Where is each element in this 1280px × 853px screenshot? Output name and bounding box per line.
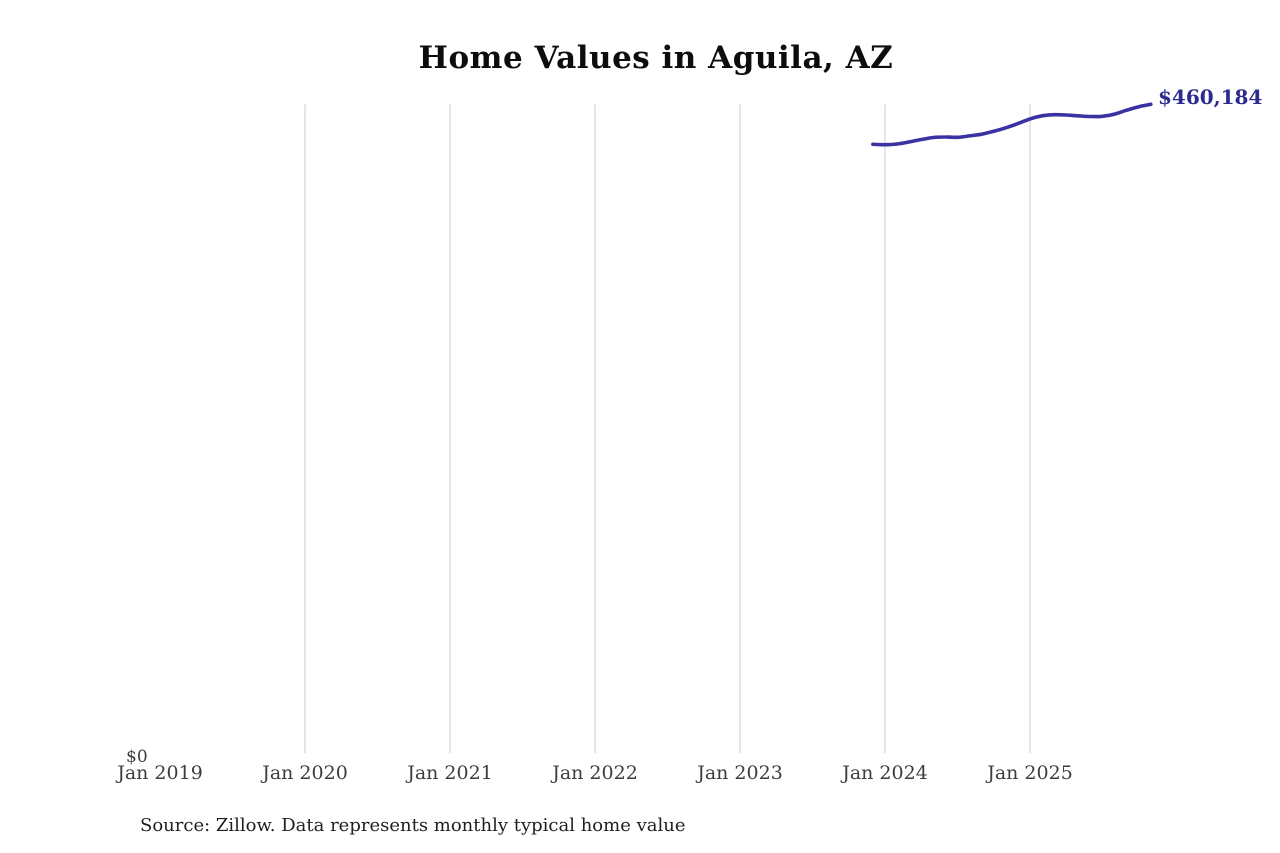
end-value-label: $460,184 bbox=[1158, 85, 1263, 109]
x-axis-label: Jan 2022 bbox=[552, 762, 638, 784]
y-axis-zero-label: $0 bbox=[126, 747, 148, 767]
source-note: Source: Zillow. Data represents monthly … bbox=[140, 815, 686, 836]
x-axis-label: Jan 2021 bbox=[407, 762, 493, 784]
x-axis-label: Jan 2025 bbox=[987, 762, 1073, 784]
x-axis-label: Jan 2019 bbox=[117, 762, 203, 784]
x-axis-label: Jan 2024 bbox=[842, 762, 928, 784]
x-axis-label: Jan 2020 bbox=[262, 762, 348, 784]
value-line bbox=[871, 102, 1153, 147]
x-axis-label: Jan 2023 bbox=[697, 762, 783, 784]
chart-title: Home Values in Aguila, AZ bbox=[418, 40, 894, 76]
